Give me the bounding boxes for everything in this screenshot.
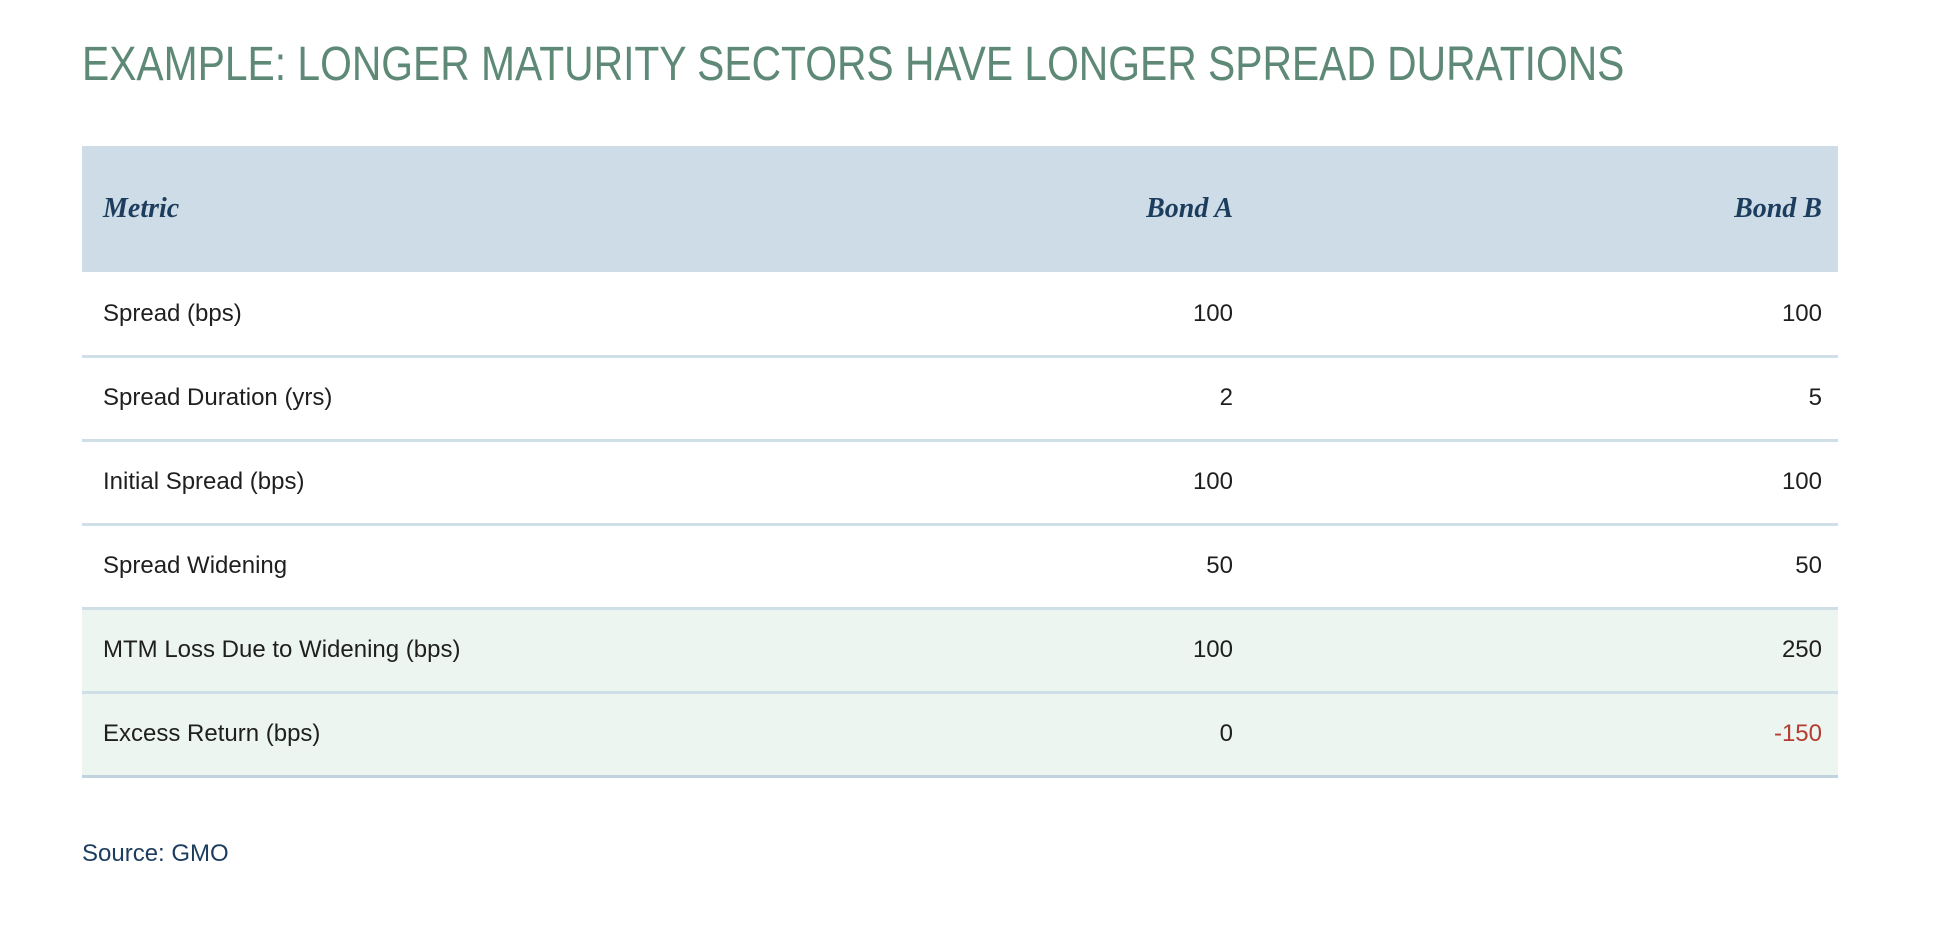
table-row-highlighted: MTM Loss Due to Widening (bps) 100 250 [82,608,1838,694]
table-row: Spread (bps) 100 100 [82,272,1838,358]
bond-b-value: 100 [1233,440,1838,526]
bond-a-value: 100 [782,608,1233,694]
metric-label: Spread (bps) [82,272,782,358]
bond-a-value: 100 [782,272,1233,358]
bond-a-value: 0 [782,692,1233,778]
table-row-highlighted: Excess Return (bps) 0 -150 [82,692,1838,778]
page: EXAMPLE: LONGER MATURITY SECTORS HAVE LO… [0,38,1936,932]
bond-b-value: 250 [1233,608,1838,694]
bond-b-value: 50 [1233,524,1838,610]
table-header-row: Metric Bond A Bond B [82,146,1838,273]
source-note: Source: GMO [82,839,229,867]
metric-label: Spread Widening [82,524,782,610]
bond-a-value: 2 [782,356,1233,442]
bond-b-value: 100 [1233,272,1838,358]
table-row: Spread Duration (yrs) 2 5 [82,356,1838,442]
column-header-metric: Metric [82,146,782,273]
bond-a-value: 100 [782,440,1233,526]
metric-label: MTM Loss Due to Widening (bps) [82,608,782,694]
bond-b-value: 5 [1233,356,1838,442]
bond-b-value-negative: -150 [1233,692,1838,778]
metric-label: Excess Return (bps) [82,692,782,778]
metric-label: Initial Spread (bps) [82,440,782,526]
table-row: Initial Spread (bps) 100 100 [82,440,1838,526]
metric-label: Spread Duration (yrs) [82,356,782,442]
column-header-bond-b: Bond B [1233,146,1838,273]
table-row: Spread Widening 50 50 [82,524,1838,610]
page-title: EXAMPLE: LONGER MATURITY SECTORS HAVE LO… [82,38,1625,91]
bond-a-value: 50 [782,524,1233,610]
column-header-bond-a: Bond A [782,146,1233,273]
bond-comparison-table: Metric Bond A Bond B Spread (bps) 100 10… [82,146,1838,778]
